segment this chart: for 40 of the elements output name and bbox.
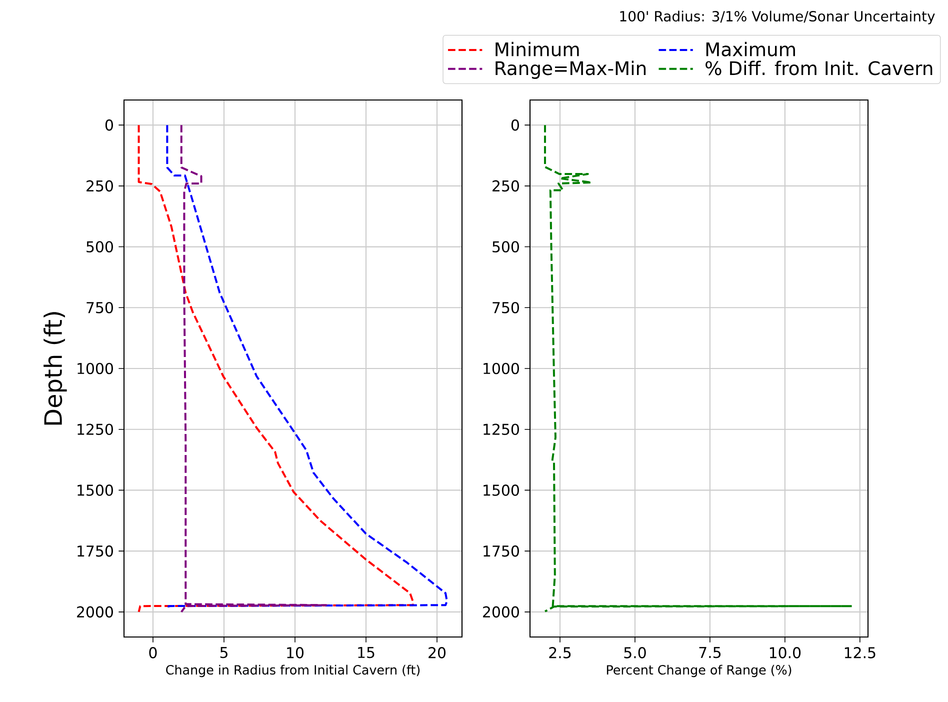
y-tick-label: 750 bbox=[86, 302, 113, 314]
y-tick-label: 2000 bbox=[483, 606, 519, 618]
y-tick-label: 750 bbox=[492, 302, 519, 314]
x-tick-label: 12.5 bbox=[844, 647, 876, 658]
y-tick-label: 1000 bbox=[484, 362, 519, 374]
text: Range=Max-Min bbox=[496, 60, 646, 79]
x-tick-label: 20 bbox=[428, 647, 446, 658]
text: Minimum bbox=[496, 42, 579, 56]
x-axis-title: Change in Radius from Initial Cavern (ft) bbox=[166, 664, 420, 678]
line-series bbox=[544, 124, 853, 612]
x-axis-title: Percent Change of Range (%) bbox=[606, 664, 792, 678]
x-tick-label: 10 bbox=[287, 647, 304, 658]
y-tick-label: 1000 bbox=[78, 362, 113, 374]
y-tick-label: 1250 bbox=[484, 424, 519, 435]
y-tick-label: 2000 bbox=[77, 606, 113, 618]
y-tick-label: 500 bbox=[492, 241, 519, 252]
text: Maximum bbox=[706, 42, 795, 56]
y-tick-label: 1750 bbox=[484, 545, 519, 557]
x-tick-label: 15 bbox=[358, 647, 374, 658]
y-tick-label: 0 bbox=[511, 119, 519, 131]
x-tick-label: 10.0 bbox=[770, 647, 801, 658]
y-tick-label: 1750 bbox=[78, 545, 113, 557]
legend-label: % Diff. from Init. Cavern bbox=[706, 60, 932, 76]
y-tick-label: 250 bbox=[86, 180, 113, 192]
x-tick-label: 0 bbox=[149, 647, 157, 658]
y-tick-label: 1250 bbox=[78, 424, 113, 435]
x-tick-label: 2.5 bbox=[549, 647, 571, 658]
y-axis-title: Depth (ft) bbox=[44, 312, 67, 425]
y-tick-label: 250 bbox=[492, 180, 519, 192]
line-series bbox=[138, 124, 414, 613]
y-tick-label: 1500 bbox=[484, 484, 519, 496]
y-tick-label: 1500 bbox=[78, 484, 113, 496]
line-series bbox=[180, 124, 328, 613]
x-tick-label: 5 bbox=[220, 647, 228, 658]
y-tick-label: 500 bbox=[86, 241, 113, 252]
x-tick-label: 7.5 bbox=[699, 647, 721, 658]
line-series bbox=[166, 124, 448, 610]
x-tick-label: 5.0 bbox=[624, 647, 646, 658]
y-tick-label: 0 bbox=[105, 119, 113, 131]
legend-title: 100' Radius: 3/1% Volume/Sonar Uncertainty bbox=[620, 10, 935, 24]
